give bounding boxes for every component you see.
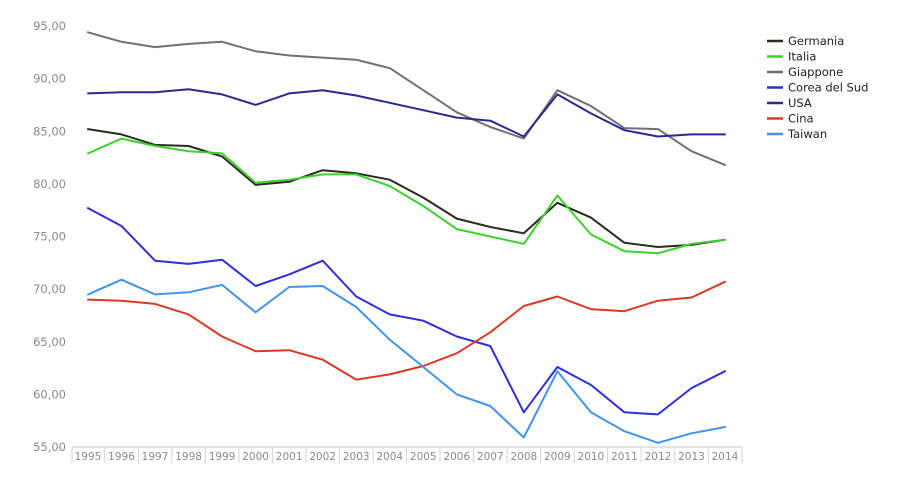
y-tick-label: 75,00: [33, 230, 66, 244]
legend-label: Cina: [788, 112, 814, 126]
legend-item: Cina: [767, 112, 814, 126]
x-axis: 1995 1996 1997 1998 1999 2000 2001 2002 2003 2004…: [71, 446, 743, 463]
x-tick-label: 2003: [343, 451, 370, 463]
legend-item: Giappone: [767, 65, 843, 79]
x-tick-label: 1997: [142, 451, 169, 463]
x-tick-label: 2010: [578, 451, 605, 463]
series-line-taiwan: [87, 278, 726, 444]
y-tick-label: 95,00: [33, 19, 66, 33]
legend-item: Italia: [767, 50, 816, 64]
x-tick-label: 1999: [209, 451, 236, 463]
legend-label: USA: [788, 96, 812, 110]
y-tick-label: 55,00: [33, 440, 66, 454]
series-line-usa: [87, 88, 726, 138]
legend-label: Giappone: [788, 65, 843, 79]
legend-item: Germania: [767, 34, 844, 48]
series-line-corea-del-sud: [87, 207, 726, 416]
x-tick-label: 2000: [242, 451, 269, 463]
series-line-italia: [87, 137, 726, 255]
x-tick-label: 2005: [410, 451, 437, 463]
x-tick-label: 1998: [175, 451, 202, 463]
x-tick-label: 2012: [645, 451, 672, 463]
x-tick-label: 2007: [477, 451, 504, 463]
series-line-giappone: [87, 31, 726, 166]
y-tick-label: 90,00: [33, 72, 66, 86]
x-tick-label: 2002: [309, 451, 336, 463]
legend-label: Italia: [788, 50, 816, 64]
legend-label: Corea del Sud: [788, 81, 868, 95]
y-tick-label: 80,00: [33, 177, 66, 191]
series-line-germania: [87, 128, 726, 248]
legend-label: Taiwan: [787, 127, 827, 141]
x-tick-label: 2006: [443, 451, 470, 463]
x-tick-label: 2001: [276, 451, 303, 463]
x-tick-label: 2009: [544, 451, 571, 463]
x-tick-label: 2004: [376, 451, 403, 463]
y-tick-label: 60,00: [33, 387, 66, 401]
y-axis: 55,00 60,00 65,00 70,00 75,00 80,00 85,00 90,00…: [33, 19, 66, 454]
x-tick-label: 2011: [611, 451, 638, 463]
x-tick-label: 2013: [678, 451, 705, 463]
series-line-cina: [87, 280, 726, 381]
legend-item: Corea del Sud: [767, 81, 868, 95]
x-tick-label: 1995: [75, 451, 102, 463]
x-tick-label: 2008: [510, 451, 537, 463]
x-tick-label: 2014: [712, 451, 739, 463]
y-tick-label: 70,00: [33, 282, 66, 296]
y-tick-label: 85,00: [33, 124, 66, 138]
legend-label: Germania: [788, 34, 844, 48]
y-tick-label: 65,00: [33, 335, 66, 349]
x-tick-label: 1996: [108, 451, 135, 463]
legend-item: USA: [767, 96, 812, 110]
series-lines: [87, 31, 726, 444]
legend-item: Taiwan: [767, 127, 827, 141]
